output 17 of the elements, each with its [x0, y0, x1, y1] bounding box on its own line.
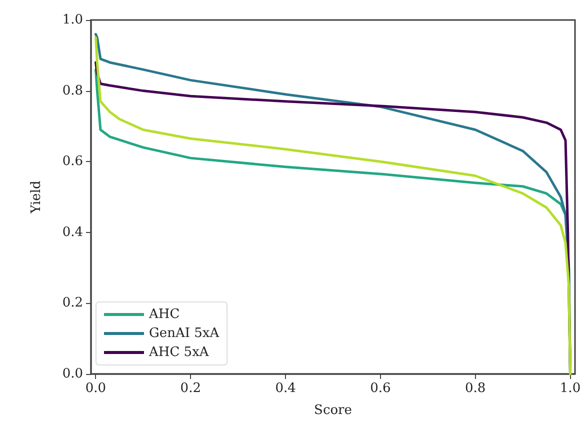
y-tick-label: 0.4 — [62, 224, 83, 240]
y-tick-label: 0.2 — [62, 296, 83, 311]
x-tick-label: 0.8 — [465, 381, 486, 396]
legend-label: GenAI 5xA — [149, 326, 220, 341]
y-tick-label: 0.6 — [62, 154, 83, 170]
x-tick-label: 0.6 — [370, 381, 391, 396]
x-tick-label: 1.0 — [560, 381, 581, 396]
y-tick-label: 0.0 — [62, 366, 83, 382]
x-tick-label: 0.0 — [85, 381, 106, 396]
y-tick-label: 1.0 — [62, 12, 83, 28]
legend-label: AHC — [148, 307, 180, 322]
y-axis-title: Yield — [29, 180, 44, 214]
x-axis-title: Score — [314, 403, 352, 418]
legend-label: AHC 5xA — [148, 345, 210, 360]
y-tick-label: 0.8 — [62, 83, 83, 98]
x-tick-label: 0.2 — [180, 381, 201, 396]
x-tick-label: 0.4 — [275, 381, 296, 396]
